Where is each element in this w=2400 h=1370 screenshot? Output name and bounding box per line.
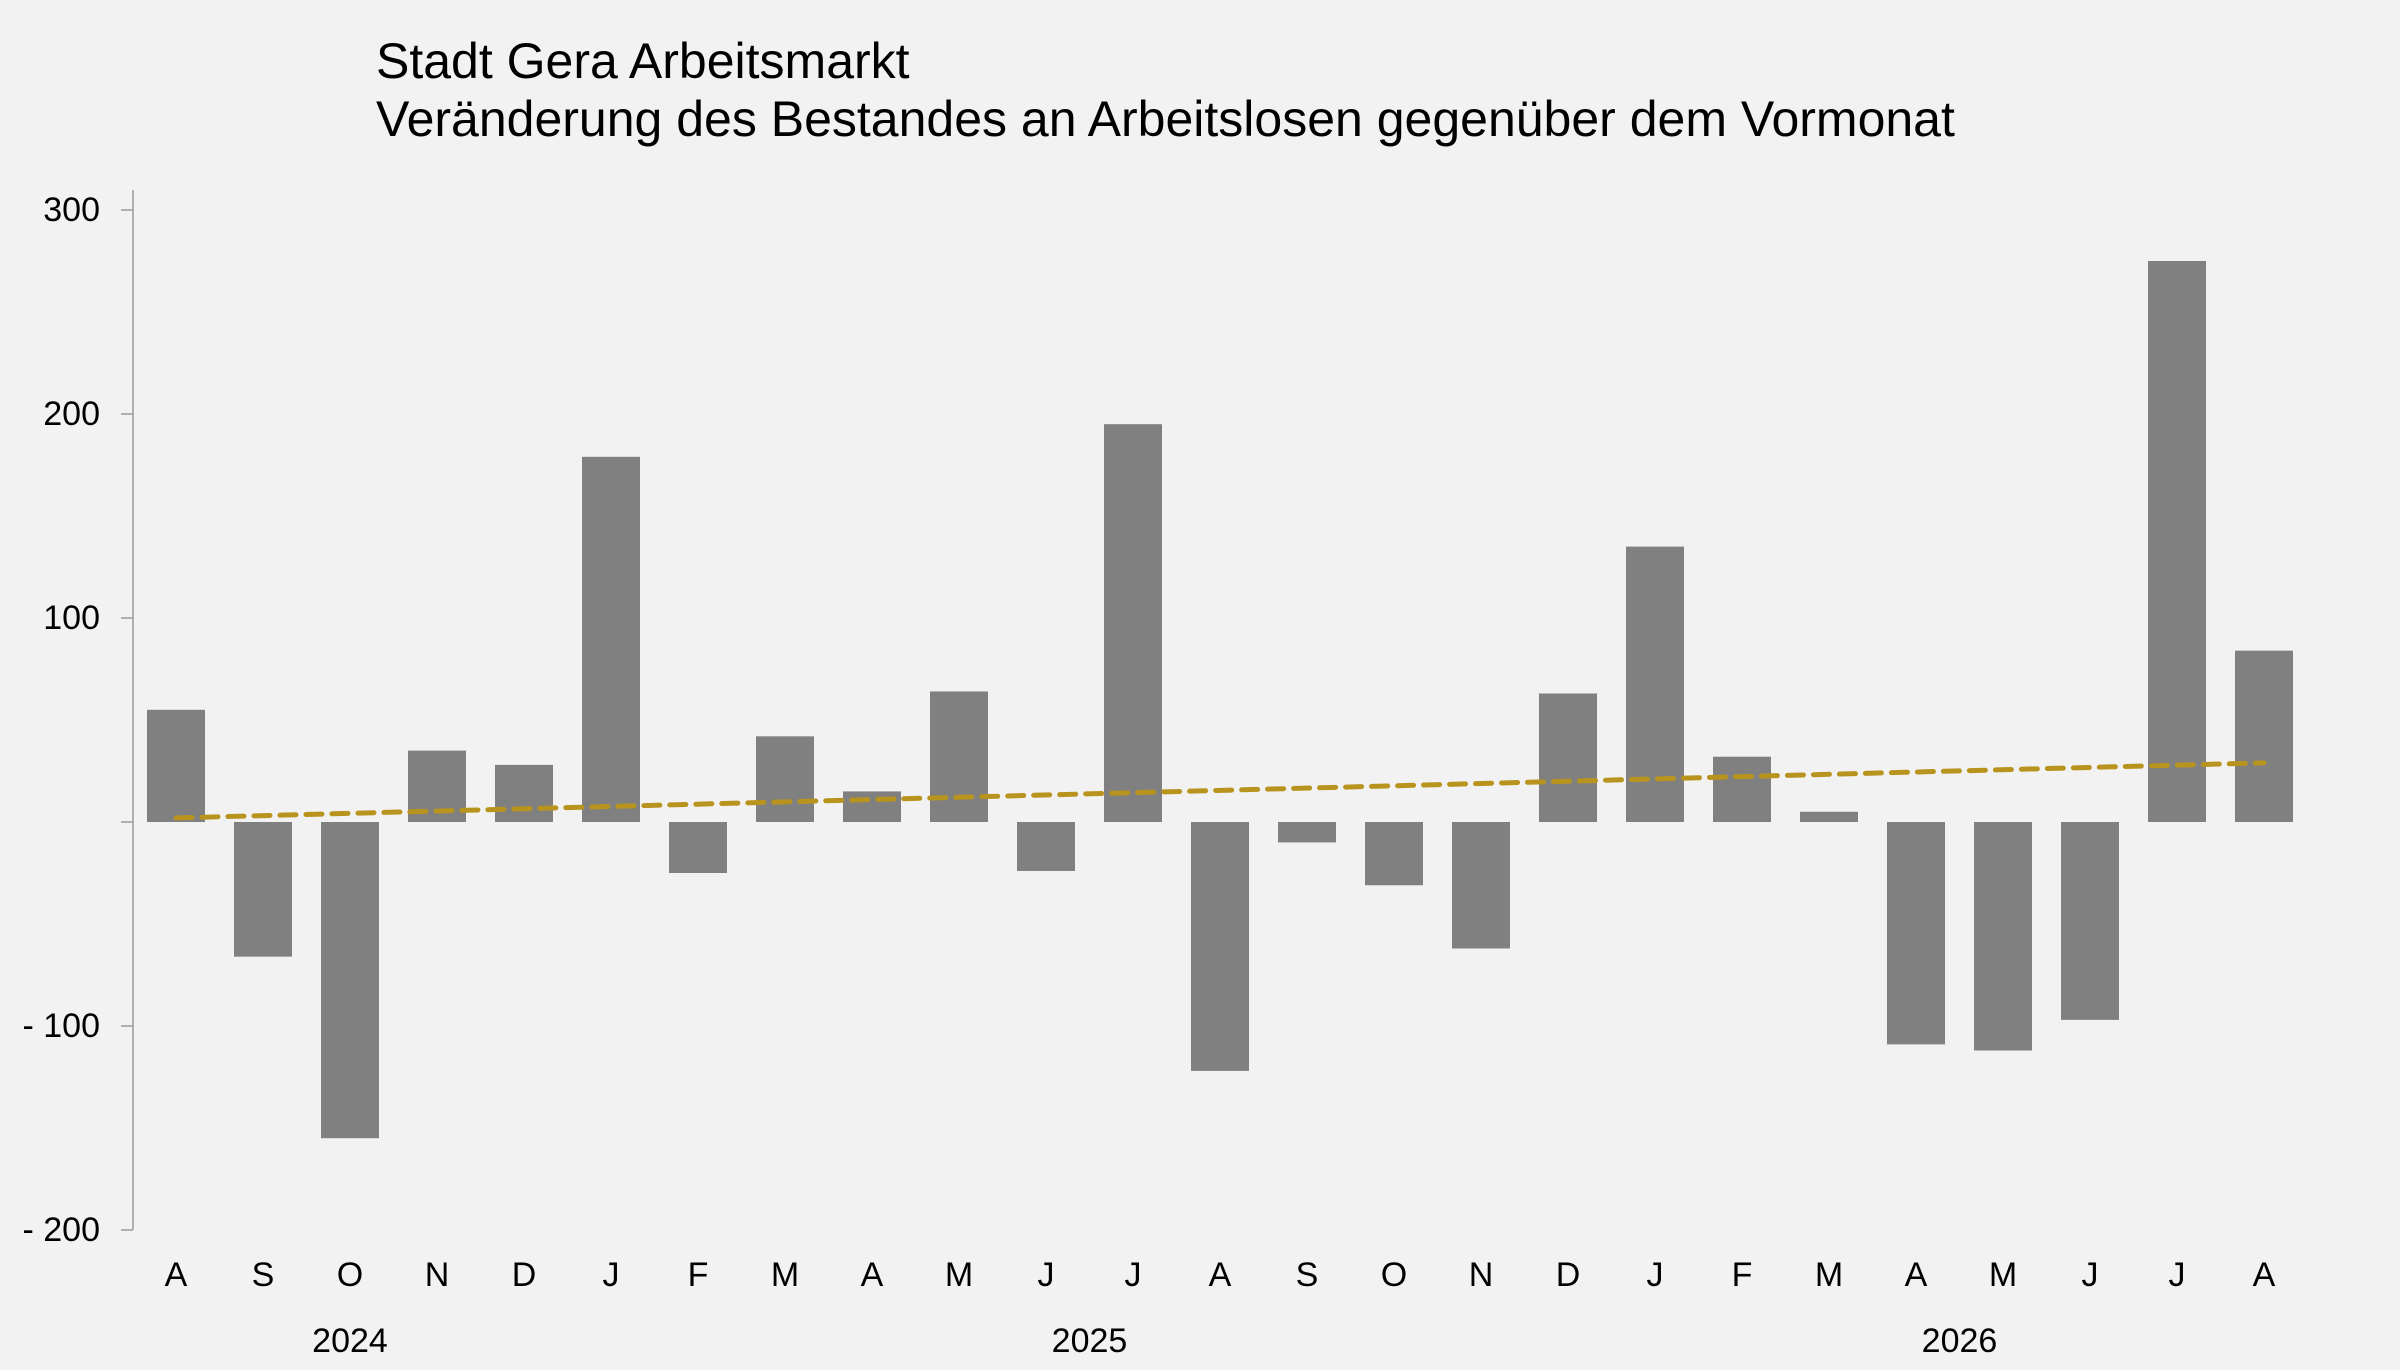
x-tick-label: J (603, 1256, 620, 1294)
x-tick-label: M (1989, 1256, 2017, 1294)
bar (1539, 693, 1597, 822)
bar (147, 709, 205, 822)
bar (1713, 756, 1771, 822)
y-tick-label: - 200 (23, 1211, 101, 1249)
bar (582, 456, 640, 822)
bar (495, 764, 553, 822)
y-tick-label: 300 (43, 191, 100, 229)
bar (1365, 822, 1423, 886)
bar (234, 822, 292, 957)
year-label: 2024 (312, 1322, 388, 1360)
x-tick-label: A (1905, 1256, 1928, 1294)
x-tick-label: N (1469, 1256, 1494, 1294)
y-tick-label: 100 (43, 599, 100, 637)
bar (1104, 424, 1162, 822)
bar (1887, 822, 1945, 1045)
bar (1017, 822, 1075, 871)
x-tick-label: S (252, 1256, 275, 1294)
x-tick-label: J (1125, 1256, 1142, 1294)
bar (2061, 822, 2119, 1020)
x-tick-label: A (165, 1256, 188, 1294)
bar (843, 791, 901, 822)
year-label: 2026 (1922, 1322, 1998, 1360)
bar (321, 822, 379, 1139)
x-tick-label: D (512, 1256, 537, 1294)
bar (1800, 811, 1858, 822)
bars (147, 261, 2293, 1139)
x-tick-label: A (1209, 1256, 1232, 1294)
x-tick-label: J (2169, 1256, 2186, 1294)
trend-line (173, 760, 2267, 821)
bar (1278, 822, 1336, 843)
x-tick-label: F (688, 1256, 709, 1294)
year-labels: 2024 2025 2026 (312, 1322, 1997, 1360)
x-tick-label: J (1038, 1256, 1055, 1294)
chart-subtitle: Veränderung des Bestandes an Arbeitslose… (376, 91, 1955, 147)
bar (756, 736, 814, 822)
x-tick-label: D (1556, 1256, 1581, 1294)
x-tick-label: J (1647, 1256, 1664, 1294)
year-label: 2025 (1052, 1322, 1128, 1360)
x-tick-label: O (337, 1256, 363, 1294)
x-tick-label: M (945, 1256, 973, 1294)
y-axis: 300 200 100 - 100 - 200 (23, 190, 134, 1249)
x-tick-label: A (2253, 1256, 2276, 1294)
bar (930, 691, 988, 822)
trend-line-group (173, 760, 2267, 821)
x-tick-label: M (771, 1256, 799, 1294)
x-tick-label: S (1296, 1256, 1319, 1294)
y-tick-label: - 100 (23, 1007, 101, 1045)
x-tick-label: O (1381, 1256, 1407, 1294)
chart-title: Stadt Gera Arbeitsmarkt (376, 33, 910, 89)
bar (1974, 822, 2032, 1051)
bar (1191, 822, 1249, 1071)
x-tick-label: J (2082, 1256, 2099, 1294)
x-tick-label: F (1732, 1256, 1753, 1294)
bar (2235, 650, 2293, 822)
x-tick-label: M (1815, 1256, 1843, 1294)
y-tick-label: 200 (43, 395, 100, 433)
bar (2148, 261, 2206, 822)
x-tick-label: N (425, 1256, 450, 1294)
x-tick-label: A (861, 1256, 884, 1294)
bar (1452, 822, 1510, 949)
bar (669, 822, 727, 873)
